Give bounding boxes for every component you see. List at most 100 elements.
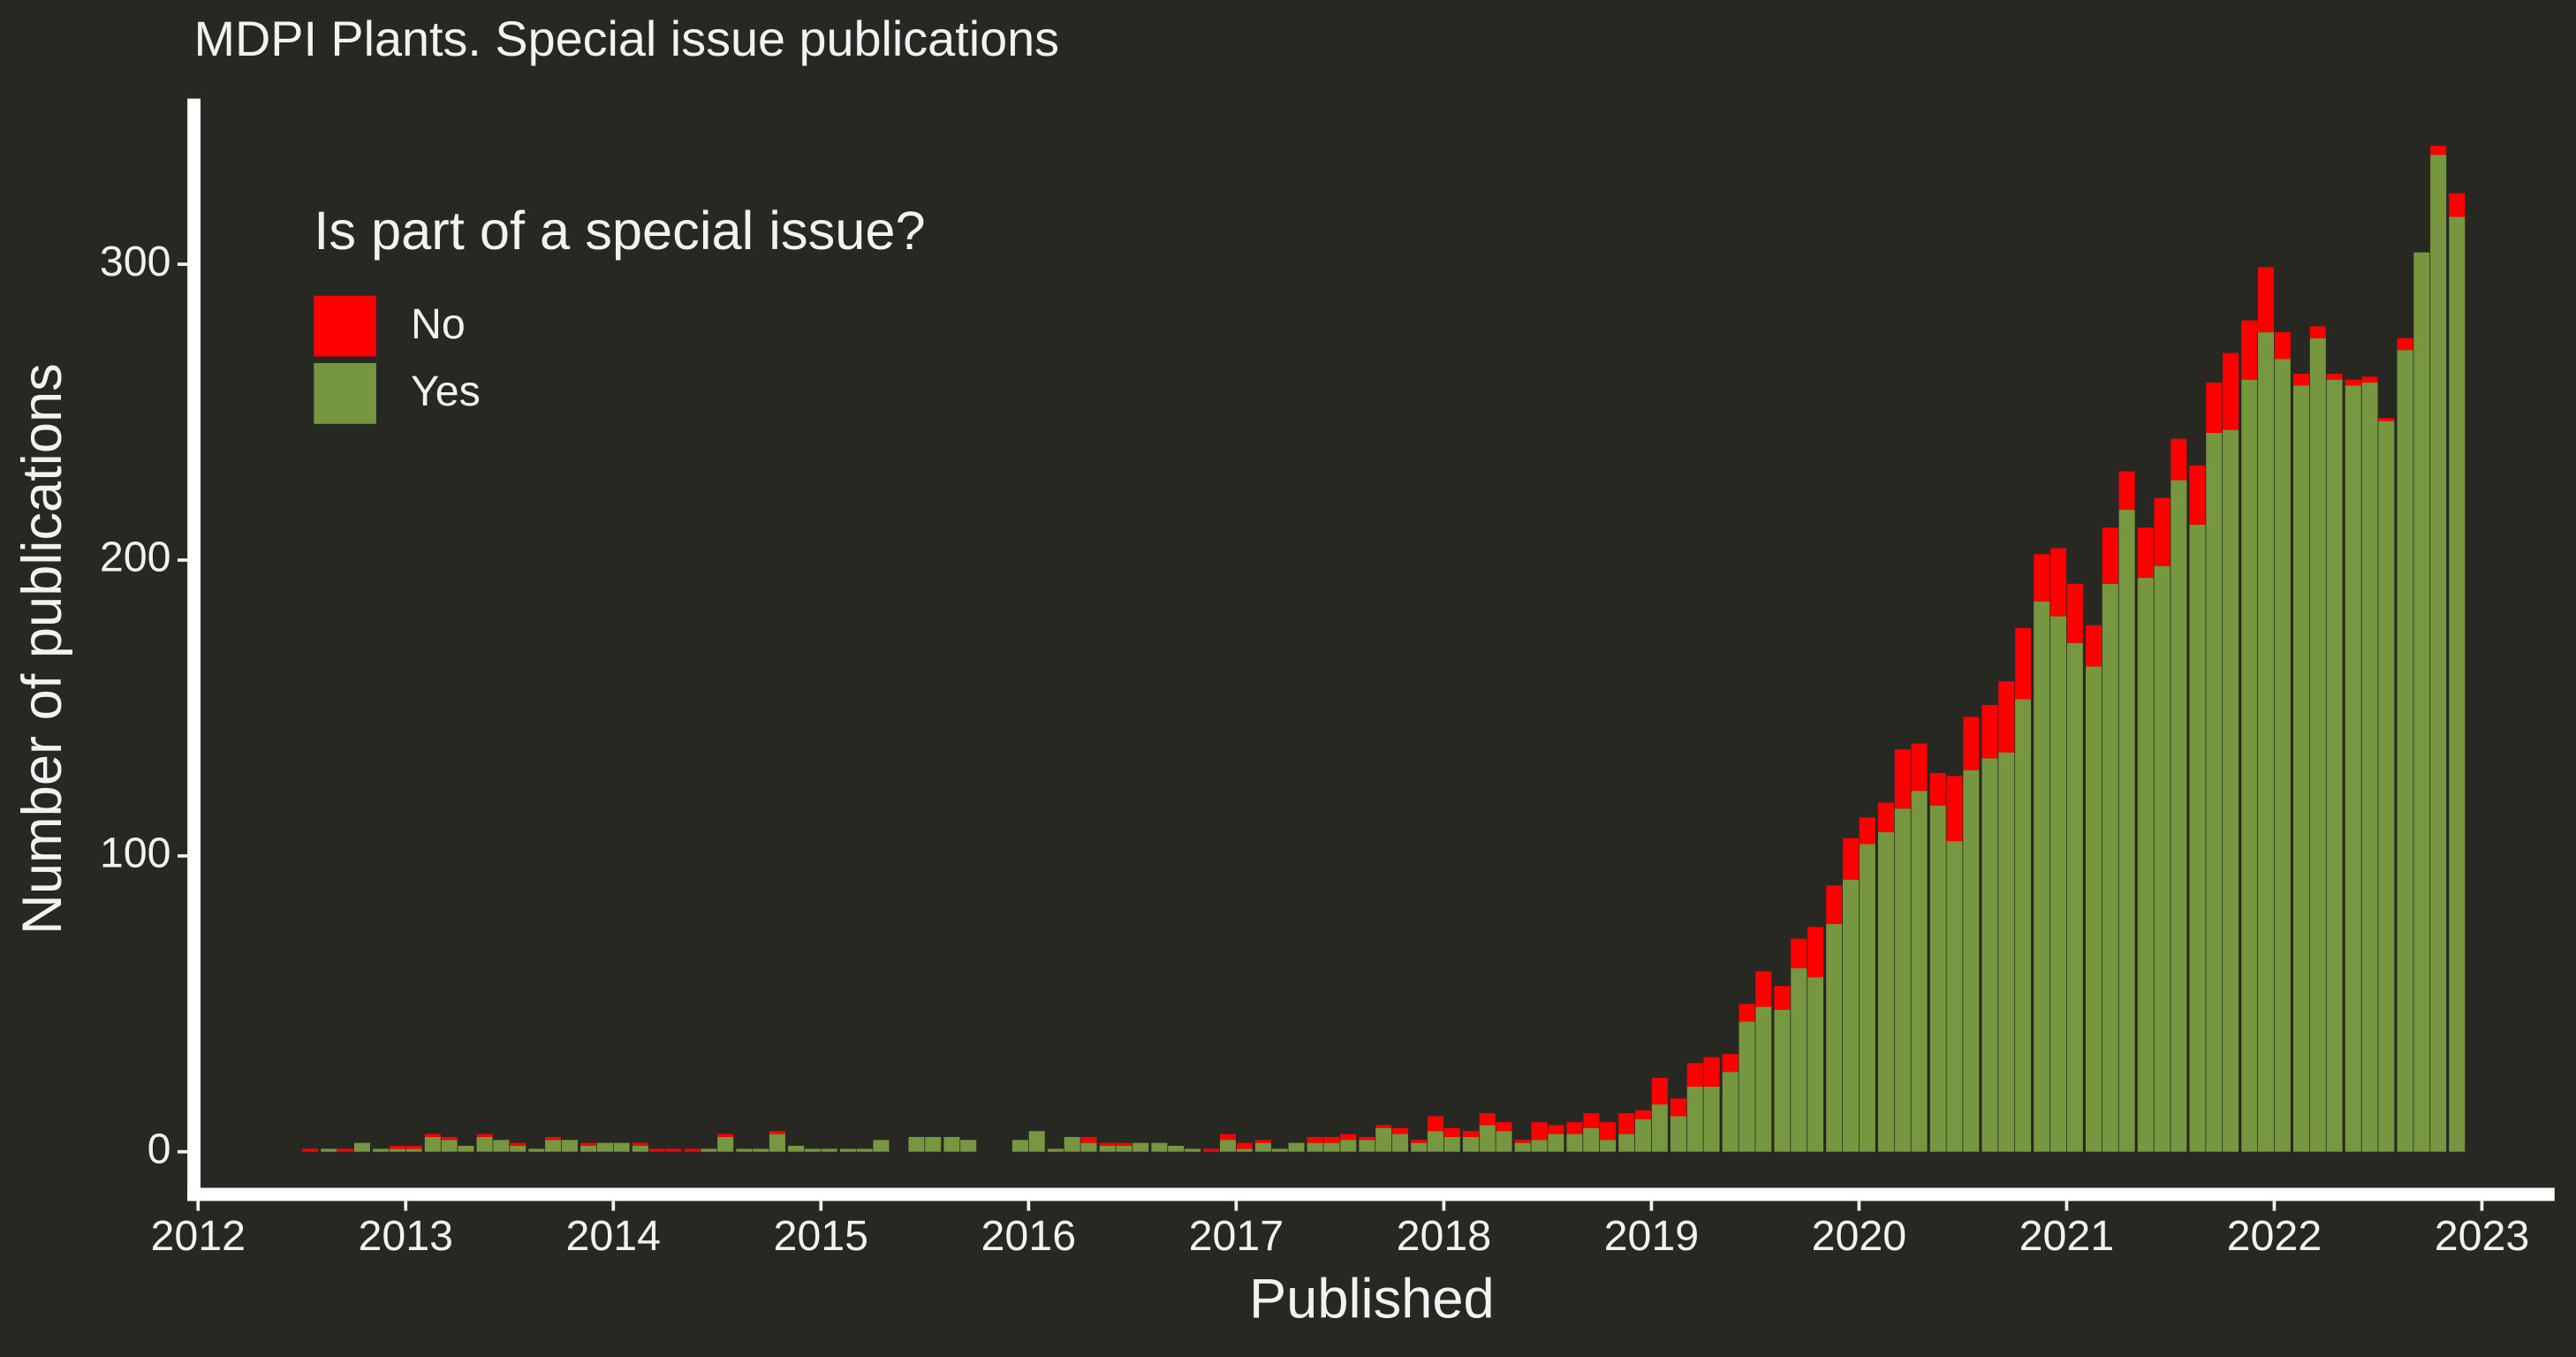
bar — [1583, 1127, 1600, 1152]
bar — [769, 1133, 785, 1152]
bar — [2171, 438, 2187, 481]
bar — [580, 1142, 597, 1146]
bar — [1618, 1113, 1635, 1134]
bar — [1323, 1142, 1340, 1152]
bar — [1133, 1142, 1149, 1152]
bar — [1583, 1113, 1600, 1128]
bar — [1236, 1149, 1253, 1152]
bar — [2292, 373, 2310, 386]
bar — [1340, 1133, 1357, 1141]
bar — [1651, 1104, 1668, 1152]
bar — [1099, 1145, 1116, 1152]
x-tick-label: 2021 — [2019, 1212, 2115, 1260]
bar — [821, 1149, 837, 1152]
bar — [1080, 1142, 1097, 1152]
bar — [1288, 1142, 1305, 1152]
bar — [1807, 927, 1824, 978]
bar — [1946, 841, 1963, 1152]
bar — [2118, 510, 2135, 1152]
bar — [960, 1140, 977, 1152]
bar — [1911, 791, 1928, 1152]
bar — [1755, 1006, 1772, 1152]
bar — [1307, 1136, 1323, 1143]
bar — [321, 1149, 337, 1152]
bar — [1462, 1136, 1479, 1152]
bar — [736, 1149, 753, 1152]
bar — [2241, 379, 2258, 1152]
bar — [476, 1136, 493, 1152]
bar — [2241, 320, 2258, 380]
bar — [2397, 337, 2413, 351]
bar — [1359, 1140, 1375, 1152]
bar — [1946, 776, 1963, 842]
x-tick-label: 2012 — [150, 1212, 246, 1260]
x-tick-label: 2014 — [566, 1212, 662, 1260]
bar — [2102, 583, 2118, 1152]
bar — [2189, 465, 2206, 525]
bar — [1739, 1004, 1755, 1022]
x-tick-label: 2013 — [358, 1212, 453, 1260]
bar — [389, 1149, 405, 1152]
bar — [2050, 548, 2067, 617]
bar — [2449, 216, 2466, 1152]
x-tick-label: 2020 — [1812, 1212, 1907, 1260]
bar — [2274, 359, 2291, 1152]
bar — [545, 1140, 562, 1152]
bar — [1894, 808, 1911, 1152]
x-tick-label: 2016 — [981, 1212, 1077, 1260]
bar — [1807, 977, 1824, 1152]
bar — [1981, 705, 1998, 759]
bar — [1254, 1142, 1271, 1152]
bar — [2223, 353, 2239, 430]
bar — [1686, 1063, 1703, 1088]
bar — [1722, 1072, 1739, 1152]
bar — [1651, 1077, 1668, 1105]
bar — [1531, 1122, 1548, 1141]
bar — [1340, 1140, 1357, 1152]
x-tick-label: 2017 — [1189, 1212, 1284, 1260]
bar — [1099, 1142, 1116, 1146]
x-tick-label: 2018 — [1397, 1212, 1492, 1260]
bar — [788, 1145, 805, 1152]
bar — [2430, 155, 2447, 1152]
bar — [1462, 1131, 1479, 1137]
bar — [1411, 1142, 1428, 1152]
bar — [1894, 749, 1911, 809]
bar — [701, 1149, 717, 1152]
bar — [1929, 773, 1946, 806]
bar — [389, 1145, 405, 1149]
bar — [1375, 1125, 1392, 1128]
bar — [1774, 1009, 1791, 1152]
bar — [2397, 350, 2413, 1152]
bar — [2361, 376, 2378, 383]
bar — [1391, 1133, 1409, 1152]
bar — [1514, 1140, 1531, 1143]
bar — [665, 1149, 682, 1152]
y-tick-label: 300 — [100, 238, 171, 285]
bar — [580, 1145, 597, 1152]
bar — [2034, 554, 2050, 602]
bar — [2274, 332, 2291, 360]
bar — [1359, 1136, 1375, 1141]
legend: Is part of a special issue? No Yes — [314, 201, 926, 424]
bar — [1859, 817, 1875, 845]
bar — [1634, 1118, 1651, 1152]
bar — [1307, 1142, 1323, 1152]
bar — [2066, 642, 2083, 1152]
bar — [2326, 379, 2343, 1152]
bar — [1739, 1021, 1755, 1152]
bar — [1391, 1127, 1409, 1134]
bar — [458, 1145, 474, 1152]
bar — [2292, 385, 2310, 1152]
bar — [2378, 418, 2395, 421]
bar — [1168, 1145, 1185, 1152]
bar — [2206, 383, 2223, 433]
bar — [1791, 938, 1807, 969]
bar — [1236, 1142, 1253, 1149]
bar — [2345, 379, 2361, 386]
bar — [1877, 832, 1894, 1152]
bar — [493, 1140, 510, 1152]
bar — [1496, 1131, 1512, 1152]
bar — [2413, 252, 2430, 1152]
